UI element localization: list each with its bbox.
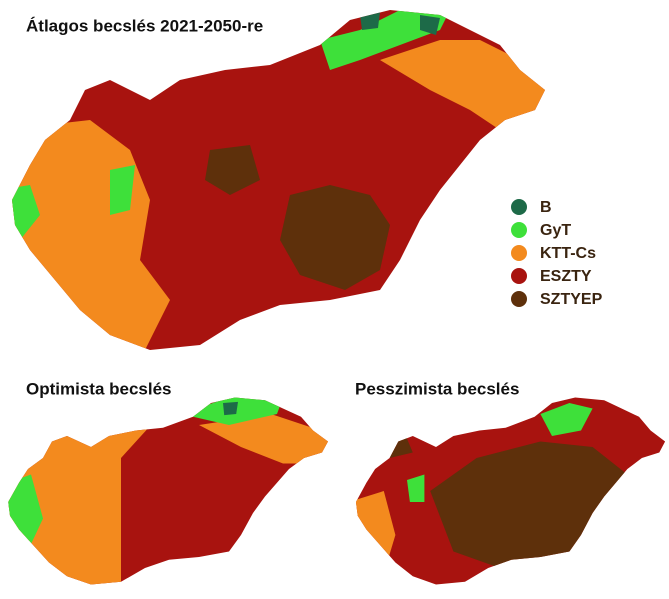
legend-label: ESZTY <box>540 268 592 285</box>
legend-label: SZTYEP <box>540 291 603 308</box>
legend-swatch <box>511 245 527 261</box>
map-pessimistic <box>355 397 666 585</box>
region <box>280 185 390 290</box>
legend-swatch <box>511 199 527 215</box>
region <box>420 15 440 35</box>
legend: B GyT KTT-Cs ESZTY SZTYEP <box>511 199 603 308</box>
region <box>372 425 413 458</box>
legend-label: B <box>540 199 552 216</box>
region <box>12 185 40 240</box>
legend-label: KTT-Cs <box>540 245 596 262</box>
region <box>8 425 152 585</box>
region <box>540 403 593 436</box>
region <box>199 414 329 464</box>
legend-swatch <box>511 222 527 238</box>
region <box>223 401 239 416</box>
region <box>320 10 450 70</box>
map-main <box>12 10 545 350</box>
map-title: Pesszimista becslés <box>355 379 519 398</box>
map-title: Átlagos becslés 2021-2050-re <box>26 16 263 35</box>
region <box>205 145 260 195</box>
region <box>430 441 628 568</box>
map-optimistic <box>8 397 329 585</box>
legend-swatch <box>511 268 527 284</box>
region <box>407 474 425 502</box>
legend-label: GyT <box>540 222 571 239</box>
region <box>360 12 380 30</box>
region <box>110 165 135 215</box>
map-title: Optimista becslés <box>26 379 172 398</box>
legend-swatch <box>511 291 527 307</box>
